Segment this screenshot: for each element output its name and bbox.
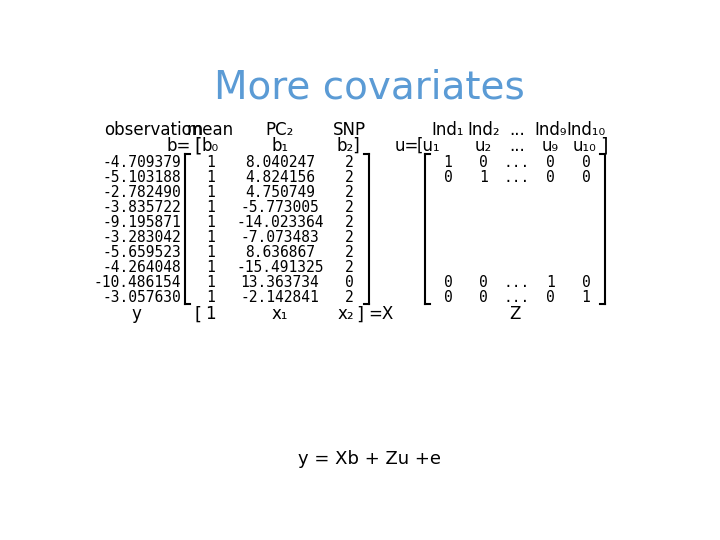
- Text: -5.659523: -5.659523: [103, 245, 181, 260]
- Text: [u₁: [u₁: [417, 137, 441, 154]
- Text: y = Xb + Zu +e: y = Xb + Zu +e: [297, 450, 441, 468]
- Text: -5.103188: -5.103188: [103, 170, 181, 185]
- Text: 2: 2: [346, 260, 354, 275]
- Text: 2: 2: [346, 170, 354, 185]
- Text: Ind₁: Ind₁: [432, 122, 464, 139]
- Text: 0: 0: [480, 275, 488, 290]
- Text: 1: 1: [204, 305, 215, 323]
- Text: x₁: x₁: [271, 305, 288, 323]
- Text: 1: 1: [206, 170, 215, 185]
- Text: 0: 0: [444, 290, 452, 305]
- Text: [: [: [194, 305, 202, 323]
- Text: 4.824156: 4.824156: [245, 170, 315, 185]
- Text: 0: 0: [582, 155, 590, 170]
- Text: mean: mean: [186, 122, 234, 139]
- Text: 0: 0: [444, 170, 452, 185]
- Text: -4.709379: -4.709379: [103, 155, 181, 170]
- Text: 4.750749: 4.750749: [245, 185, 315, 200]
- Text: 1: 1: [480, 170, 488, 185]
- Text: ...: ...: [504, 155, 530, 170]
- Text: 8.636867: 8.636867: [245, 245, 315, 260]
- Text: y: y: [132, 305, 141, 323]
- Text: 1: 1: [546, 275, 554, 290]
- Text: 0: 0: [346, 275, 354, 290]
- Text: b₀: b₀: [202, 137, 219, 154]
- Text: =X: =X: [368, 305, 393, 323]
- Text: 1: 1: [206, 290, 215, 305]
- Text: Ind₂: Ind₂: [467, 122, 500, 139]
- Text: -3.835722: -3.835722: [103, 200, 181, 215]
- Text: 0: 0: [546, 290, 554, 305]
- Text: 2: 2: [346, 245, 354, 260]
- Text: 8.040247: 8.040247: [245, 155, 315, 170]
- Text: 0: 0: [582, 275, 590, 290]
- Text: ...: ...: [504, 170, 530, 185]
- Text: 0: 0: [480, 155, 488, 170]
- Text: 2: 2: [346, 155, 354, 170]
- Text: More covariates: More covariates: [214, 69, 524, 107]
- Text: -15.491325: -15.491325: [236, 260, 323, 275]
- Text: -4.264048: -4.264048: [103, 260, 181, 275]
- Text: ...: ...: [504, 275, 530, 290]
- Text: -2.782490: -2.782490: [103, 185, 181, 200]
- Text: 2: 2: [346, 185, 354, 200]
- Text: 1: 1: [206, 155, 215, 170]
- Text: b=: b=: [166, 137, 191, 154]
- Text: 1: 1: [206, 230, 215, 245]
- Text: -9.195871: -9.195871: [103, 215, 181, 230]
- Text: ...: ...: [509, 137, 525, 154]
- Text: 1: 1: [206, 215, 215, 230]
- Text: Ind₉: Ind₉: [534, 122, 567, 139]
- Text: u₁₀: u₁₀: [572, 137, 596, 154]
- Text: 1: 1: [206, 245, 215, 260]
- Text: Z: Z: [510, 305, 521, 323]
- Text: 1: 1: [206, 185, 215, 200]
- Text: -3.057630: -3.057630: [103, 290, 181, 305]
- Text: 0: 0: [546, 170, 554, 185]
- Text: SNP: SNP: [333, 122, 366, 139]
- Text: 13.363734: 13.363734: [240, 275, 319, 290]
- Text: ]: ]: [600, 136, 608, 155]
- Text: b₂]: b₂]: [336, 137, 360, 154]
- Text: 1: 1: [206, 200, 215, 215]
- Text: -10.486154: -10.486154: [94, 275, 181, 290]
- Text: ...: ...: [504, 290, 530, 305]
- Text: b₁: b₁: [271, 137, 289, 154]
- Text: PC₂: PC₂: [266, 122, 294, 139]
- Text: -5.773005: -5.773005: [240, 200, 319, 215]
- Text: -3.283042: -3.283042: [103, 230, 181, 245]
- Text: ]: ]: [356, 305, 363, 323]
- Text: 1: 1: [206, 260, 215, 275]
- Text: 1: 1: [582, 290, 590, 305]
- Text: [: [: [194, 136, 202, 155]
- Text: 2: 2: [346, 200, 354, 215]
- Text: 0: 0: [546, 155, 554, 170]
- Text: 2: 2: [346, 215, 354, 230]
- Text: ...: ...: [509, 122, 525, 139]
- Text: u₉: u₉: [541, 137, 559, 154]
- Text: -2.142841: -2.142841: [240, 290, 319, 305]
- Text: 2: 2: [346, 290, 354, 305]
- Text: 1: 1: [206, 275, 215, 290]
- Text: 1: 1: [444, 155, 452, 170]
- Text: u=: u=: [395, 137, 419, 154]
- Text: 0: 0: [582, 170, 590, 185]
- Text: -14.023364: -14.023364: [236, 215, 323, 230]
- Text: observation: observation: [104, 122, 202, 139]
- Text: Ind₁₀: Ind₁₀: [567, 122, 606, 139]
- Text: u₂: u₂: [475, 137, 492, 154]
- Text: 0: 0: [444, 275, 452, 290]
- Text: x₂: x₂: [338, 305, 354, 323]
- Text: -7.073483: -7.073483: [240, 230, 319, 245]
- Text: 0: 0: [480, 290, 488, 305]
- Text: 2: 2: [346, 230, 354, 245]
